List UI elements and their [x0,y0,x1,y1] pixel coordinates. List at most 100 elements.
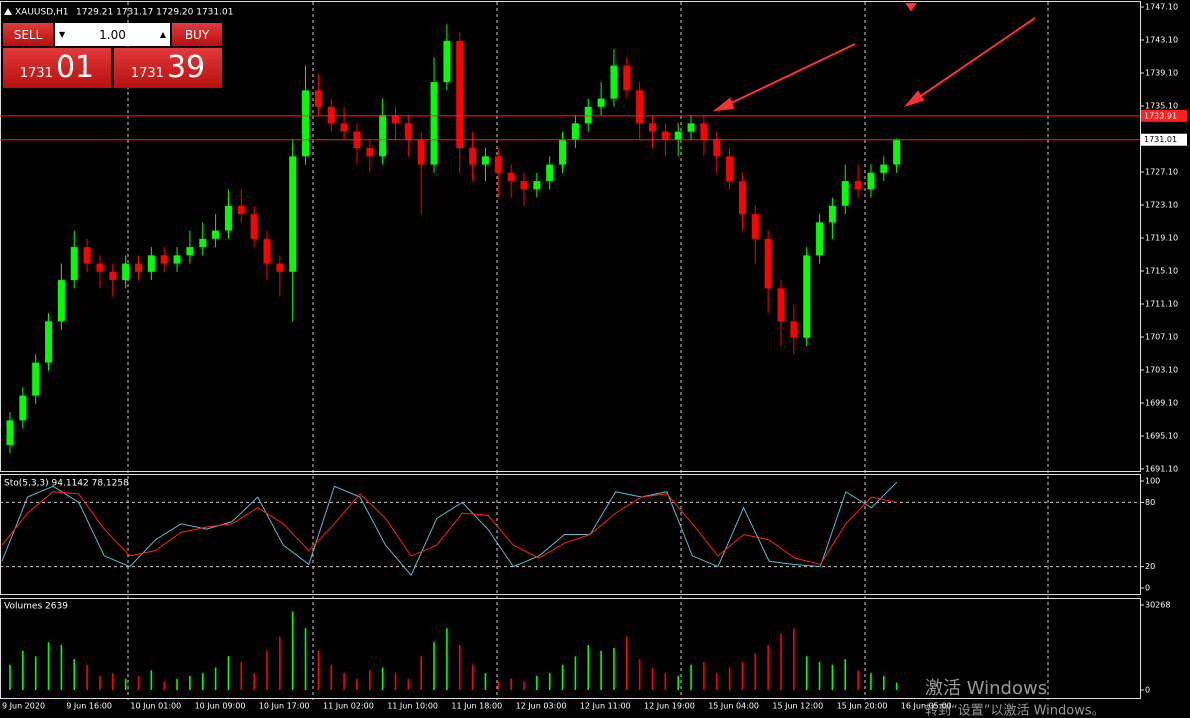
chart-title: XAUUSD,H1 [15,8,69,18]
y-tick-label: 1739.10 [1145,69,1178,78]
price-label-box [1141,133,1187,146]
y-tick-label: 0 [1145,686,1150,695]
volume-bar [112,673,114,690]
x-tick-label: 11 Jun 02:00 [323,702,374,711]
y-tick-label: 30268 [1145,601,1170,610]
candle-body [533,181,541,190]
volume-bar [356,678,358,690]
volume-bar [510,678,512,690]
x-tick-label: 15 Jun 12:00 [772,702,823,711]
volume-bar [279,636,281,690]
candle-body [6,420,14,446]
candle-body [276,263,284,272]
candle-body [430,82,438,165]
decrease[interactable]: ▼ [59,30,66,39]
y-tick-label: 1711.10 [1145,300,1178,309]
candle-body [443,40,451,83]
frames [0,1,1141,699]
candle-body [70,247,78,281]
increase[interactable]: ▲ [159,30,166,39]
v-grid [127,2,1049,700]
candle-body [456,40,464,149]
sell-button[interactable]: SELL [3,23,53,46]
volume-bar [818,661,821,690]
y-tick-label: 1703.10 [1145,366,1178,375]
y-tick-label: 1707.10 [1145,333,1178,342]
y-tick-label: 1715.10 [1145,267,1178,276]
candle-body [392,115,399,124]
candle-body [893,139,901,165]
volume-bar [805,656,808,690]
volume-bar [266,650,268,690]
x-tick-label: 10 Jun 09:00 [195,702,246,711]
x-tick-label: 12 Jun 19:00 [644,702,695,711]
candle-body [160,255,168,264]
volume-bar [176,678,178,690]
collapse-icon[interactable] [4,8,12,15]
candle-body [237,205,245,215]
candle-body [83,247,91,264]
volume-bar [895,682,898,690]
x-tick-label: 11 Jun 18:00 [451,702,502,711]
watermark: 转到“设置”以激活 Windows。 [925,704,1105,718]
candle-body [366,148,374,157]
volume-bar [677,675,679,690]
candle-body [520,181,528,190]
volume-bar [883,675,885,690]
volume-bar [626,636,628,690]
volume-bar [690,664,692,690]
candle-body [880,164,888,173]
candle-body [803,255,811,338]
candle-body [700,123,708,140]
volume-bar [22,650,24,690]
y-tick-label: 1743.10 [1145,36,1178,45]
candle-body [726,156,734,182]
y-tick-label: 100 [1145,477,1160,486]
volume-bar [214,667,217,690]
candle-body [738,181,746,215]
lot-input[interactable]: ▼ 1.00 ▲ [55,23,170,46]
x-tick-label: 9 Jun 16:00 [66,702,112,711]
candle-body [790,321,798,338]
price-label: 1731.01 [1144,135,1177,144]
candle-body [379,115,387,157]
candle-body [751,214,759,239]
candle-body [713,139,721,157]
volume-bar [561,664,564,690]
candle-body [623,65,631,91]
volume-bar [330,664,333,690]
volume-bar [458,645,461,690]
stoch-line [1,481,898,577]
ask-small: 39 [166,50,206,85]
volume-bar [420,656,422,690]
volume-bar [613,647,615,690]
candle-body [45,321,53,363]
candle-body [19,395,27,421]
volume-bar [574,656,577,690]
buy-button[interactable]: BUY [172,23,222,46]
volume-bar [240,661,243,690]
volume-bar [201,673,204,690]
volume-bar [548,673,551,690]
volume-bar [536,675,538,690]
volume-bar [227,656,230,690]
candle-body [636,90,644,124]
candle-body [404,123,412,140]
volume-bar [471,664,474,690]
ask-price[interactable]: 1731 39 [114,48,222,88]
y-tick-label: 1723.10 [1145,201,1178,210]
candle-body [649,123,656,132]
bid-price[interactable]: 1731 01 [3,48,111,88]
volume-bar [60,645,63,690]
candle-body [828,205,836,223]
watermark: 激活 Windows [925,678,1047,699]
volume-bar [523,681,525,690]
candle-body [250,214,258,239]
y-tick-label: 1727.10 [1145,168,1178,177]
volume-bar [600,650,602,690]
y-tick-label: 1699.10 [1145,399,1178,408]
volume-bar [754,653,757,690]
volume-bar [304,628,307,690]
